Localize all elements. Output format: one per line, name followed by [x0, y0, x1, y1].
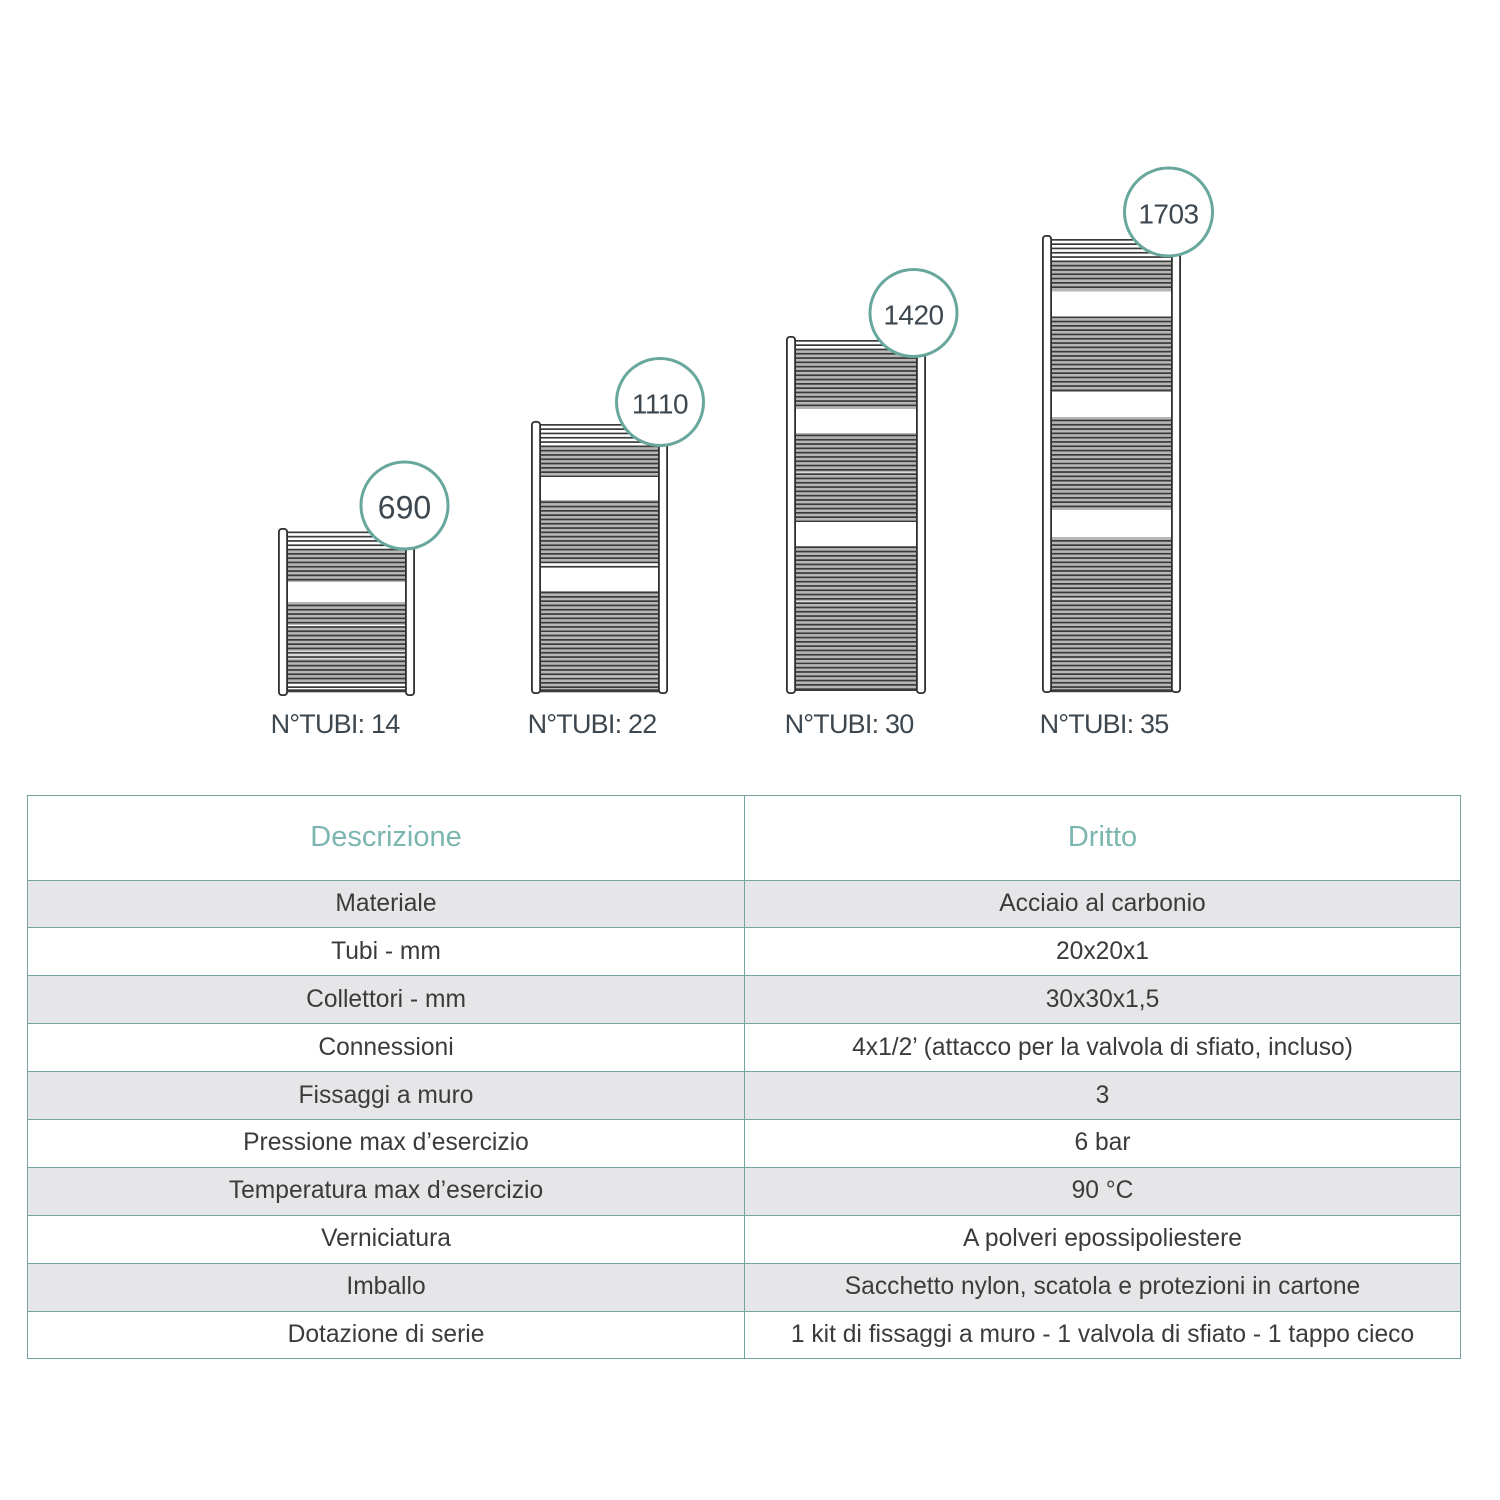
- svg-text:N°TUBI: 35: N°TUBI: 35: [1040, 709, 1169, 739]
- svg-text:N°TUBI: 22: N°TUBI: 22: [528, 709, 657, 739]
- svg-text:N°TUBI: 30: N°TUBI: 30: [785, 709, 914, 739]
- svg-text:1110: 1110: [632, 389, 688, 420]
- svg-text:1420: 1420: [883, 300, 943, 331]
- svg-text:N°TUBI: 14: N°TUBI: 14: [271, 709, 401, 739]
- svg-text:690: 690: [378, 490, 431, 526]
- svg-text:1703: 1703: [1138, 199, 1198, 230]
